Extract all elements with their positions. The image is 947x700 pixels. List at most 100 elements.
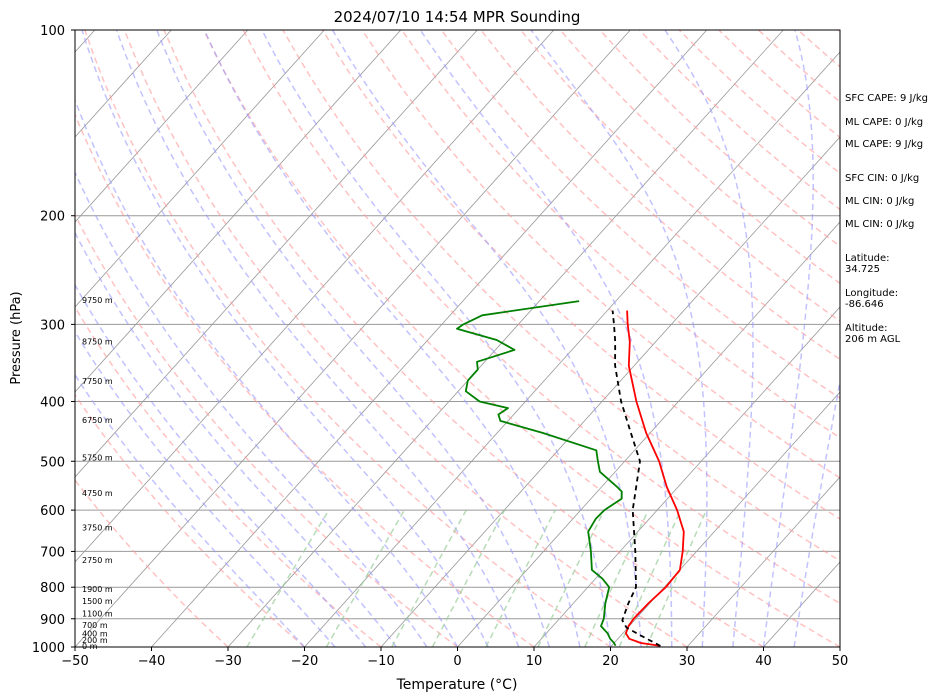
x-tick-label: −50 bbox=[61, 654, 88, 669]
isotherm-line bbox=[227, 30, 784, 647]
isotherm-line bbox=[75, 30, 631, 647]
y-axis-label: Pressure (hPa) bbox=[9, 291, 24, 384]
parcel-profile-line bbox=[611, 310, 661, 647]
ml-cin-text: ML CIN: 0 J/kg bbox=[845, 196, 915, 207]
height-label: 3750 m bbox=[82, 524, 113, 533]
moist-adiabat-line bbox=[115, 30, 520, 647]
isotherm-line bbox=[686, 476, 840, 647]
moist-adiabat-line bbox=[75, 283, 367, 647]
dry-adiabat-line bbox=[559, 30, 840, 285]
isotherm-line bbox=[75, 30, 478, 478]
mixing-ratio-line bbox=[246, 509, 330, 647]
x-tick-label: 20 bbox=[602, 654, 619, 669]
dry-adiabat-line bbox=[84, 30, 611, 647]
dry-adiabat-line bbox=[203, 30, 840, 647]
height-label: 7750 m bbox=[82, 377, 113, 386]
moist-adiabat-line bbox=[331, 30, 642, 647]
ml-cin-text: ML CIN: 0 J/kg bbox=[845, 219, 915, 230]
mixing-ratio-line bbox=[485, 509, 556, 647]
sounding-info-panel: SFC CAPE: 9 J/kg ML CAPE: 0 J/kg ML CAPE… bbox=[845, 0, 947, 700]
moist-adiabat-line bbox=[793, 377, 840, 647]
y-tick-label: 900 bbox=[40, 613, 65, 628]
dry-adiabat-line bbox=[75, 305, 382, 647]
height-label: 9750 m bbox=[82, 296, 113, 305]
isotherm-line bbox=[75, 30, 325, 308]
x-tick-label: 10 bbox=[526, 654, 543, 669]
moist-adiabat-line bbox=[75, 231, 397, 647]
moist-adiabat-line bbox=[419, 30, 673, 647]
isotherm-line bbox=[533, 306, 840, 647]
temperature-profile-line bbox=[625, 310, 685, 647]
y-tick-label: 400 bbox=[40, 395, 65, 410]
moist-adiabat-line bbox=[261, 30, 612, 647]
profile-lines bbox=[456, 300, 685, 647]
mixing-ratio-line bbox=[391, 509, 467, 647]
dry-adiabat-line bbox=[163, 30, 764, 647]
height-label: 700 m bbox=[82, 621, 108, 630]
moist-adiabat-line bbox=[203, 30, 581, 647]
dry-adiabat-line bbox=[282, 30, 840, 562]
moist-adiabat-line bbox=[762, 30, 814, 647]
y-axis: 1000 900 800 700 600 500 400 300 200 100 bbox=[32, 24, 75, 656]
ml-cape-text: ML CAPE: 0 J/kg bbox=[845, 117, 924, 128]
isotherm-line bbox=[304, 51, 840, 647]
dry-adiabat-line bbox=[123, 30, 688, 647]
x-tick-label: −40 bbox=[138, 654, 165, 669]
longitude-value: -86.646 bbox=[845, 299, 884, 310]
dewpoint-profile-line bbox=[456, 300, 623, 647]
latitude-label: Latitude: bbox=[845, 253, 890, 264]
y-tick-label: 100 bbox=[40, 24, 65, 39]
isotherm-line bbox=[151, 30, 708, 647]
dry-adiabat-line bbox=[75, 213, 458, 647]
moist-adiabat-line bbox=[156, 30, 551, 647]
isotherm-line bbox=[457, 221, 840, 647]
height-label: 6750 m bbox=[82, 416, 113, 425]
height-label: 5750 m bbox=[82, 454, 113, 463]
plot-frame bbox=[74, 29, 841, 648]
isotherm-line bbox=[610, 391, 840, 647]
isotherm-line bbox=[75, 30, 172, 138]
moist-adiabat-line bbox=[75, 98, 459, 647]
y-tick-label: 300 bbox=[40, 318, 65, 333]
sfc-cape-text: SFC CAPE: 9 J/kg bbox=[845, 93, 928, 104]
mixing-ratio-line bbox=[584, 509, 650, 647]
x-tick-label: 0 bbox=[453, 654, 461, 669]
y-tick-label: 700 bbox=[40, 545, 65, 560]
isotherm-line bbox=[380, 136, 840, 647]
x-tick-label: −30 bbox=[214, 654, 241, 669]
height-label: 2750 m bbox=[82, 556, 113, 565]
chart-title: 2024/07/10 14:54 MPR Sounding bbox=[334, 8, 581, 26]
y-tick-label: 600 bbox=[40, 504, 65, 519]
background-lines bbox=[75, 30, 840, 647]
y-tick-label: 1000 bbox=[32, 641, 65, 656]
moist-adiabat-line bbox=[81, 30, 489, 647]
moist-adiabat-line bbox=[530, 30, 708, 647]
x-tick-label: 30 bbox=[679, 654, 696, 669]
mixing-ratio-line bbox=[325, 509, 405, 647]
x-tick-label: −10 bbox=[367, 654, 394, 669]
altitude-value: 206 m AGL bbox=[845, 334, 901, 345]
height-label: 1100 m bbox=[82, 609, 113, 618]
longitude-label: Longitude: bbox=[845, 288, 899, 299]
mixing-ratio-line bbox=[431, 509, 506, 647]
ml-cape-text: ML CAPE: 9 J/kg bbox=[845, 139, 924, 150]
height-label: 1500 m bbox=[82, 597, 113, 606]
isotherm-line bbox=[75, 30, 555, 563]
sfc-cin-text: SFC CIN: 0 J/kg bbox=[845, 173, 920, 184]
height-label: 1900 m bbox=[82, 585, 113, 594]
height-label: 8750 m bbox=[82, 338, 113, 347]
dry-adiabat-line bbox=[480, 30, 840, 361]
height-label: 4750 m bbox=[82, 489, 113, 498]
dry-adiabat-line bbox=[242, 30, 840, 605]
isotherm-line bbox=[75, 30, 402, 393]
mixing-ratio-line bbox=[645, 509, 708, 647]
altitude-label: Altitude: bbox=[845, 323, 888, 334]
isotherm-line bbox=[75, 30, 249, 223]
y-tick-label: 200 bbox=[40, 210, 65, 225]
x-tick-label: 50 bbox=[832, 654, 849, 669]
x-tick-label: −20 bbox=[291, 654, 318, 669]
height-label: 200 m bbox=[82, 636, 108, 645]
height-label: 400 m bbox=[82, 630, 108, 639]
